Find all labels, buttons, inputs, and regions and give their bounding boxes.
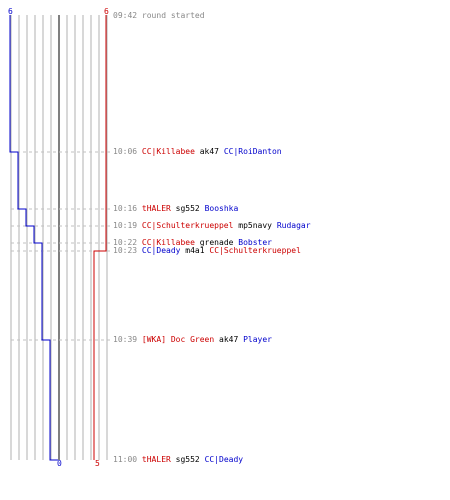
- event-weapon: sg552: [175, 455, 200, 464]
- event-text: round started: [141, 11, 205, 20]
- event-time: 09:42: [113, 11, 138, 20]
- event-killer: tHALER: [141, 455, 171, 464]
- event-row: 10:06 CC|Killabee ak47 CC|RoiDanton: [113, 147, 282, 157]
- event-time: 10:22: [113, 238, 138, 247]
- event-row: 10:39 [WKA] Doc Green ak47 Player: [113, 335, 272, 345]
- event-time: 11:00: [113, 455, 138, 464]
- team-b-start-count: 6: [104, 7, 109, 16]
- event-time: 10:23: [113, 246, 138, 255]
- event-row: 10:22 CC|Killabee grenade Bobster: [113, 238, 272, 248]
- event-weapon: grenade: [199, 238, 234, 247]
- team-a-end-count: 0: [57, 459, 62, 468]
- team-b-end-count: 5: [95, 459, 100, 468]
- team-a-alive-line: [9, 15, 58, 461]
- event-row: 11:00 tHALER sg552 CC|Deady: [113, 455, 243, 465]
- event-row: 09:42 round started: [113, 11, 205, 21]
- team-b-alive-line: [93, 15, 107, 460]
- event-killer: CC|Deady: [141, 246, 181, 255]
- event-row: 10:19 CC|Schulterkrueppel mp5navy Rudaga…: [113, 221, 311, 231]
- event-row: 10:23 CC|Deady m4a1 CC|Schulterkrueppel: [113, 246, 301, 256]
- event-guide-lines: [11, 151, 110, 341]
- event-time: 10:16: [113, 204, 138, 213]
- event-time: 10:06: [113, 147, 138, 156]
- event-killer: [WKA] Doc Green: [141, 335, 215, 344]
- event-victim: CC|Schulterkrueppel: [209, 246, 301, 255]
- event-weapon: mp5navy: [238, 221, 272, 230]
- event-victim: Booshka: [204, 204, 239, 213]
- event-killer: tHALER: [141, 204, 171, 213]
- event-killer: CC|Killabee: [141, 238, 195, 247]
- event-weapon: sg552: [175, 204, 200, 213]
- event-time: 10:39: [113, 335, 138, 344]
- event-row: 10:16 tHALER sg552 Booshka: [113, 204, 238, 214]
- event-weapon: m4a1: [185, 246, 205, 255]
- event-victim: Rudagar: [276, 221, 311, 230]
- event-victim: Bobster: [238, 238, 272, 247]
- event-victim: CC|RoiDanton: [223, 147, 282, 156]
- event-weapon: ak47: [199, 147, 219, 156]
- event-killer: CC|Killabee: [141, 147, 195, 156]
- team-a-start-count: 6: [8, 7, 13, 16]
- event-killer: CC|Schulterkrueppel: [141, 221, 234, 230]
- event-weapon: ak47: [219, 335, 239, 344]
- event-time: 10:19: [113, 221, 138, 230]
- score-grid: [10, 15, 108, 460]
- event-victim: CC|Deady: [204, 455, 244, 464]
- event-victim: Player: [243, 335, 272, 344]
